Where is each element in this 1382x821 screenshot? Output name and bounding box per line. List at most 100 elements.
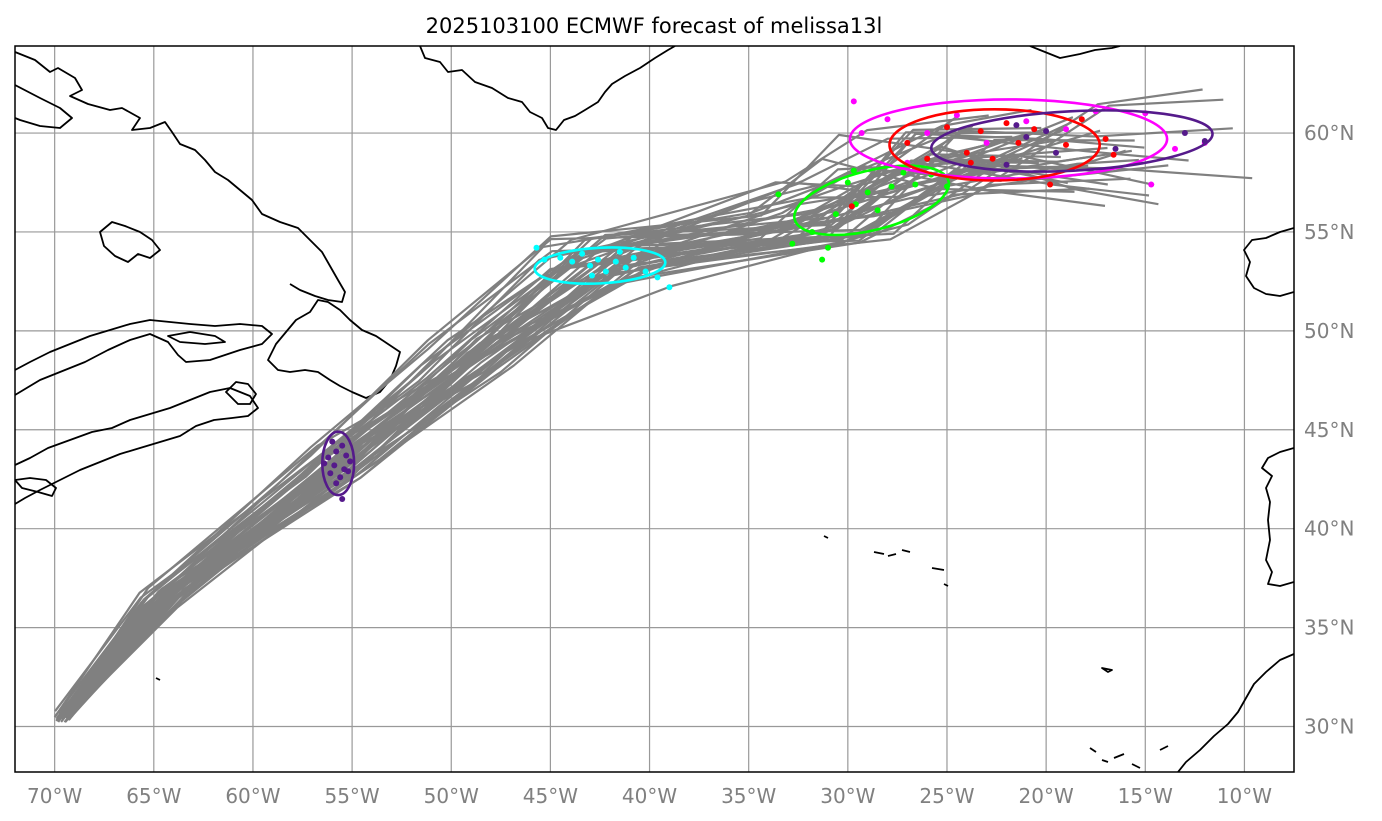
- position-cluster-2-point: [642, 268, 649, 275]
- position-cluster-5-point: [904, 139, 911, 146]
- ensemble-member-track: [65, 156, 1069, 719]
- ensemble-member-track: [55, 116, 957, 720]
- position-cluster-3-point: [850, 167, 857, 174]
- lon-tick-label: 60°W: [225, 784, 280, 808]
- position-cluster-4-point: [983, 139, 990, 146]
- position-cluster-1-point: [337, 474, 344, 481]
- ireland-coast: [1243, 227, 1294, 297]
- position-cluster-5-point: [1063, 141, 1069, 148]
- position-cluster-2-point: [579, 250, 586, 257]
- position-cluster-6-ellipse: [929, 109, 1214, 173]
- position-cluster-1-point: [329, 438, 336, 445]
- ungava-bay-coast: [99, 221, 161, 263]
- canary-islands: [1089, 745, 1169, 769]
- position-cluster-5-point: [924, 155, 931, 162]
- lon-tick-label: 20°W: [1019, 784, 1074, 808]
- position-cluster-5-point: [963, 149, 970, 156]
- lon-tick-label: 55°W: [324, 784, 379, 808]
- labrador-coast: [15, 51, 346, 303]
- position-cluster-6-point: [1181, 130, 1188, 136]
- ensemble-member-track: [54, 108, 1032, 712]
- map-title: 2025103100 ECMWF forecast of melissa13l: [426, 14, 883, 38]
- africa-coast: [1177, 653, 1294, 772]
- position-cluster-6-point: [1013, 122, 1020, 129]
- position-cluster-2-ellipse: [533, 246, 667, 286]
- position-cluster-1-point: [345, 468, 352, 475]
- position-cluster-1-point: [333, 448, 340, 455]
- position-cluster-3-point: [789, 240, 796, 247]
- position-cluster-5-point: [989, 155, 996, 162]
- position-cluster-1-ellipse: [321, 430, 356, 497]
- lon-tick-label: 45°W: [523, 784, 578, 808]
- position-cluster-2-point: [557, 254, 564, 261]
- position-cluster-2-point: [616, 248, 623, 255]
- position-cluster-5-point: [977, 128, 984, 135]
- ensemble-tracks: [53, 88, 1253, 723]
- lon-tick-label: 15°W: [1118, 784, 1173, 808]
- lat-tick-label: 50°N: [1304, 319, 1354, 343]
- lon-tick-label: 35°W: [721, 784, 776, 808]
- position-cluster-1-point: [347, 458, 354, 465]
- position-cluster-5-ellipse: [888, 107, 1101, 182]
- position-cluster-5-point: [848, 203, 855, 210]
- sable-island: [155, 677, 161, 681]
- position-cluster-6-point: [1023, 134, 1030, 140]
- position-cluster-2-point: [654, 274, 661, 281]
- position-cluster-1-point: [343, 452, 350, 459]
- position-cluster-4-point: [924, 130, 931, 136]
- lon-tick-label: 40°W: [622, 784, 677, 808]
- madeira-island: [1101, 667, 1113, 673]
- position-cluster-2-point: [589, 272, 595, 279]
- position-cluster-1-point: [333, 480, 340, 487]
- greenland-east-coast: [1029, 46, 1121, 59]
- position-cluster-2-point: [587, 262, 594, 269]
- position-cluster-4-point: [1063, 126, 1069, 133]
- ensemble-member-track: [64, 139, 1056, 723]
- lon-tick-label: 30°W: [820, 784, 875, 808]
- ensemble-member-track: [66, 158, 1139, 721]
- position-cluster-5-point: [944, 124, 950, 131]
- ensemble-member-track: [55, 173, 958, 722]
- map-frame: [14, 45, 1295, 773]
- newfoundland-coast: [267, 299, 401, 399]
- lat-tick-label: 40°N: [1304, 517, 1354, 541]
- position-cluster-6-point: [1043, 128, 1050, 135]
- maine-coast: [15, 477, 57, 497]
- position-cluster-5-point: [967, 159, 974, 166]
- coastlines: [15, 46, 1294, 772]
- ensemble-member-track: [68, 127, 1233, 717]
- position-cluster-1-point: [325, 454, 332, 461]
- lat-tick-label: 45°N: [1304, 418, 1354, 442]
- position-cluster-5-point: [1015, 139, 1022, 146]
- lon-tick-label: 10°W: [1217, 784, 1272, 808]
- position-cluster-4-point: [1148, 181, 1155, 188]
- ensemble-member-track: [63, 131, 1046, 723]
- position-cluster-5-point: [1047, 181, 1054, 188]
- position-cluster-3-point: [888, 183, 895, 190]
- ensemble-member-track: [67, 155, 1091, 715]
- position-cluster-4-point: [953, 112, 960, 119]
- position-cluster-3-point: [819, 256, 826, 263]
- position-cluster-2-point: [569, 258, 576, 265]
- position-cluster-2-point: [630, 254, 637, 261]
- position-cluster-3-point: [912, 181, 919, 188]
- position-cluster-4-point: [858, 130, 865, 136]
- position-cluster-2-point: [612, 258, 619, 265]
- position-cluster-2-point: [595, 256, 601, 263]
- position-cluster-4-point: [1172, 145, 1178, 152]
- position-cluster-6-point: [1112, 145, 1119, 152]
- lat-tick-label: 30°N: [1304, 715, 1354, 739]
- anticosti-island: [167, 331, 226, 345]
- position-cluster-5-point: [1031, 126, 1038, 133]
- position-cluster-4-ellipse: [848, 98, 1169, 180]
- position-cluster-5-point: [1078, 116, 1085, 123]
- position-cluster-6-point: [1053, 149, 1059, 156]
- position-cluster-5-point: [1102, 136, 1109, 142]
- azores-islands: [823, 535, 949, 587]
- position-cluster-3-point: [864, 189, 871, 196]
- ensemble-member-track: [66, 145, 1159, 719]
- position-cluster-2-point: [622, 264, 629, 271]
- quebec-coast: [15, 319, 273, 396]
- ensemble-member-track: [64, 149, 1132, 716]
- lat-tick-label: 55°N: [1304, 220, 1354, 244]
